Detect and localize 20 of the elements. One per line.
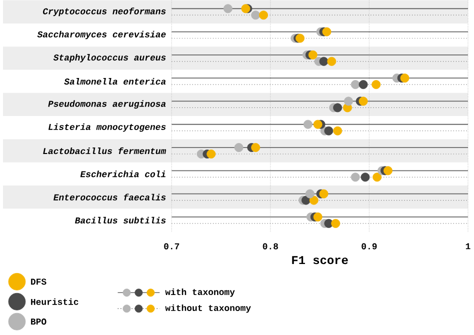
y-tick-label: Staphylococcus aureus	[53, 54, 166, 63]
x-tick-label: 1	[466, 244, 470, 250]
y-tick-label: Pseudomonas aeruginosa	[48, 100, 166, 109]
legend-label: DFS	[31, 278, 46, 285]
x-tick-label: 0.7	[164, 244, 180, 250]
y-tick-label: Cryptococcus neoformans	[42, 8, 166, 16]
y-tick-label: Saccharomyces cerevisiae	[37, 31, 166, 40]
x-tick-label: 0.9	[362, 244, 377, 250]
y-tick-label: Enterococcus faecalis	[54, 194, 166, 201]
y-tick-label: Escherichia coli	[80, 170, 166, 178]
text: with taxonomy	[165, 288, 235, 298]
text: without taxonomy	[165, 304, 251, 314]
y-tick-label: Bacillus subtilis	[74, 217, 166, 224]
y-tick-label: Listeria monocytogenes	[48, 124, 166, 132]
y-tick-label: Salmonella enterica	[64, 78, 166, 85]
x-axis-title: F1 score	[292, 256, 348, 264]
y-tick-label: Lactobacillus fermentum	[43, 148, 166, 154]
legend-label: BPO	[31, 318, 46, 325]
x-tick-label: 0.8	[262, 244, 278, 250]
legend-label: Heuristic	[31, 298, 78, 306]
